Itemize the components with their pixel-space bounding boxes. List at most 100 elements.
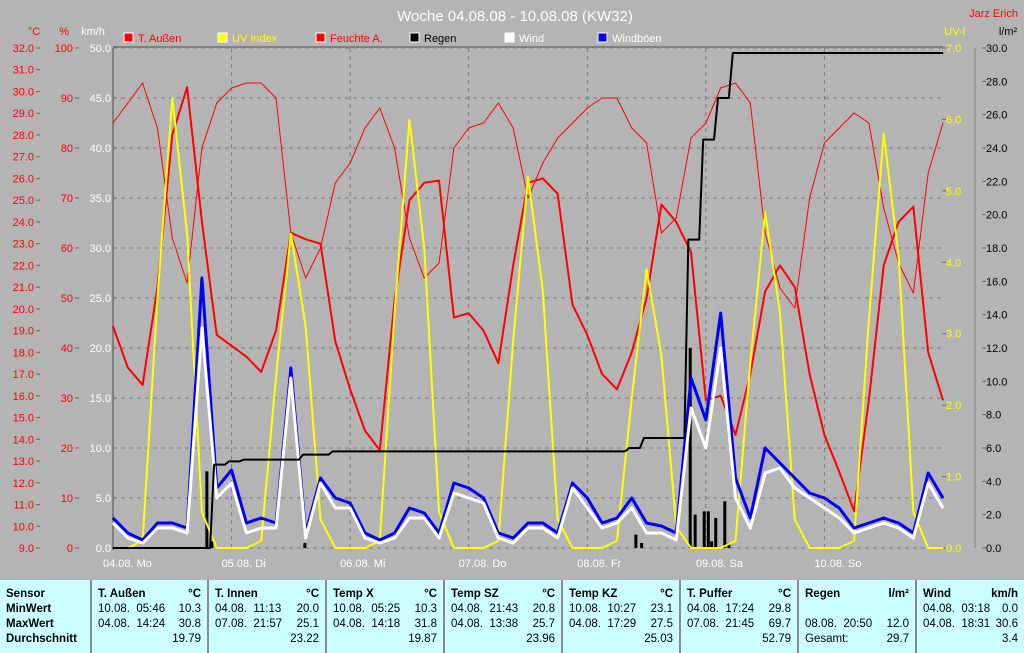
max-row: 07.08. 21:57 25.1 (209, 617, 325, 632)
data-point (675, 437, 677, 439)
uv-axis-unit: UV-I (944, 26, 965, 38)
temp-tick-label: 20.0 (13, 304, 34, 316)
data-point (231, 482, 233, 484)
temp-tick-label: 25.0 (13, 195, 34, 207)
min-row: 10.08. 05:46 10.3 (92, 602, 207, 617)
max-value: 25.7 (532, 618, 555, 630)
table-column-regen: Regen l/m² 08.08. 20:50 12.0 Gesamt: 29.7 (797, 580, 915, 653)
data-point (660, 354, 662, 356)
avg-row: Gesamt: 29.7 (799, 632, 915, 647)
temp-tick-label: 19.0 (13, 326, 34, 338)
data-point (675, 217, 677, 219)
data-point (142, 539, 144, 541)
min-row: 04.08. 11:13 20.0 (209, 602, 325, 617)
rain-tick-label: 6.0 (986, 443, 1001, 455)
data-point (557, 518, 559, 520)
data-point (735, 82, 736, 84)
data-point (260, 459, 262, 461)
data-point (245, 522, 247, 524)
data-point (334, 497, 336, 499)
series-line-wind (111, 326, 945, 545)
data-point (112, 522, 114, 524)
data-point (764, 447, 766, 449)
uv-tick-label: 4.0 (946, 257, 961, 269)
data-point (690, 377, 692, 379)
data-point (527, 450, 529, 452)
data-point (483, 502, 485, 504)
row-label-row: MinWert (0, 602, 90, 617)
data-point (571, 487, 573, 489)
data-point (646, 142, 648, 144)
data-point (349, 162, 351, 164)
data-point (201, 221, 203, 223)
data-point (705, 399, 707, 401)
data-point (646, 297, 648, 299)
header-row: T. Innen °C (209, 587, 325, 602)
temp-tick-label: 24.0 (13, 217, 34, 229)
data-point (260, 517, 262, 519)
data-point (898, 527, 900, 529)
data-point (942, 399, 944, 401)
data-point (216, 497, 218, 499)
data-point (660, 232, 662, 234)
rain-tick-label: 16.0 (986, 276, 1007, 288)
data-point (557, 450, 559, 452)
legend-label: Feuchte A. (330, 33, 383, 45)
data-point (468, 487, 470, 489)
data-point (586, 450, 588, 452)
data-point (127, 537, 129, 539)
temp-tick-label: 29.0 (13, 108, 34, 120)
data-point (349, 502, 351, 504)
column-unit: °C (542, 588, 555, 600)
data-point (942, 507, 944, 509)
data-point (260, 540, 262, 542)
data-point (794, 286, 796, 288)
data-point (275, 330, 277, 332)
uv-tick-label: 7.0 (946, 43, 961, 55)
data-point (616, 388, 618, 390)
data-point (883, 133, 885, 135)
temp-tick-label: 10.0 (13, 521, 34, 533)
max-time: 04.08. 17:29 (569, 618, 637, 630)
column-unit: °C (424, 588, 437, 600)
data-point (601, 450, 603, 452)
min-row: 04.08. 21:43 20.8 (445, 602, 561, 617)
data-point (483, 330, 485, 332)
data-point (423, 247, 425, 249)
data-point (779, 462, 781, 464)
data-point (364, 532, 366, 534)
data-point (794, 487, 796, 489)
data-point (320, 243, 321, 245)
max-row: 04.08. 13:38 25.7 (445, 617, 561, 632)
data-point (631, 447, 633, 449)
min-time: 04.08. 11:13 (215, 603, 282, 615)
header-row: T. Puffer °C (681, 587, 797, 602)
data-point (868, 318, 870, 320)
min-time: 10.08. 10:27 (569, 603, 637, 615)
data-point (275, 97, 277, 99)
data-point (245, 547, 247, 549)
data-point (527, 176, 529, 178)
table-column-temp-kz: Temp KZ °C 10.08. 10:27 23.1 04.08. 17:29 27.… (561, 580, 679, 653)
data-point (468, 127, 470, 129)
data-point (616, 517, 618, 519)
legend-swatch (409, 32, 420, 43)
column-name: Wind (923, 588, 951, 600)
rain-bar (727, 543, 731, 548)
temp-tick-label: 26.0 (13, 173, 34, 185)
data-point (749, 52, 751, 54)
x-tick-label: 04.08. Mo (103, 558, 152, 570)
data-point (512, 450, 514, 452)
min-row: 10.08. 05:25 10.3 (327, 602, 443, 617)
data-point (586, 547, 588, 549)
data-point (794, 52, 796, 54)
data-point (453, 492, 455, 494)
data-point (912, 511, 914, 513)
data-point (601, 522, 603, 524)
avg-row: 23.22 (209, 632, 325, 647)
data-point (201, 511, 203, 513)
data-point (853, 112, 855, 114)
data-point (942, 547, 944, 549)
data-point (438, 537, 440, 539)
data-point (883, 52, 885, 54)
